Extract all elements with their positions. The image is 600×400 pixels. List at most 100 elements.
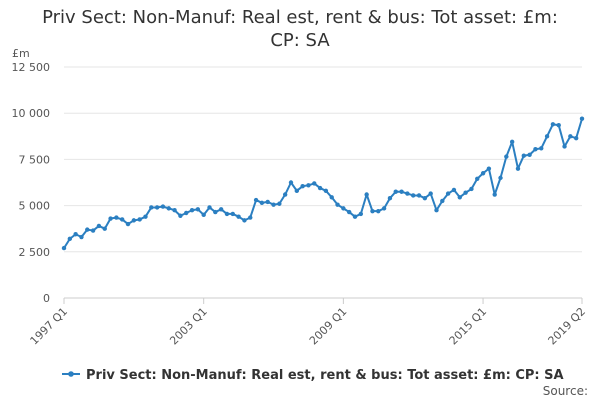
- x-tick-label: 2003 Q1: [167, 305, 210, 348]
- data-point: [108, 216, 113, 221]
- data-point: [475, 176, 480, 181]
- legend: Priv Sect: Non-Manuf: Real est, rent & b…: [62, 368, 564, 383]
- data-point: [178, 213, 183, 218]
- data-point: [102, 226, 107, 231]
- data-point: [154, 205, 160, 210]
- data-point: [346, 209, 352, 215]
- data-point: [469, 186, 474, 192]
- y-tick-label: 5 000: [19, 200, 51, 213]
- data-point: [207, 205, 212, 210]
- data-point: [376, 208, 381, 214]
- data-point: [533, 147, 538, 152]
- data-point: [143, 214, 148, 219]
- data-point: [393, 189, 398, 194]
- data-point: [61, 245, 67, 251]
- data-point: [358, 211, 364, 217]
- data-point: [422, 196, 428, 201]
- data-point: [556, 123, 561, 128]
- data-point: [323, 188, 329, 194]
- data-point: [90, 228, 96, 233]
- data-point: [218, 207, 224, 212]
- data-point: [341, 206, 346, 211]
- data-point: [125, 221, 131, 227]
- y-tick-label: 7 500: [19, 153, 51, 166]
- data-point: [149, 205, 154, 210]
- gridlines: [64, 66, 582, 253]
- data-point: [265, 199, 270, 205]
- data-point: [236, 214, 241, 219]
- data-point: [317, 185, 323, 191]
- data-point: [509, 139, 515, 145]
- data-point: [428, 191, 433, 196]
- data-point: [306, 183, 311, 188]
- data-point: [300, 184, 305, 189]
- data-point: [451, 187, 457, 193]
- data-point: [539, 146, 544, 151]
- data-point: [288, 180, 294, 185]
- data-point: [242, 218, 247, 223]
- y-tick-label: 10 000: [12, 107, 51, 120]
- data-point: [312, 181, 317, 186]
- data-point: [114, 215, 119, 220]
- data-point: [224, 211, 230, 217]
- legend-marker-swatch: [68, 371, 74, 377]
- data-point: [271, 202, 276, 207]
- data-point: [335, 202, 340, 207]
- data-point: [277, 201, 282, 206]
- data-point: [352, 214, 358, 219]
- data-point: [213, 209, 218, 215]
- data-point: [434, 208, 439, 213]
- data-point: [579, 116, 585, 121]
- data-point: [184, 210, 189, 216]
- data-point: [440, 198, 445, 204]
- data-point: [329, 195, 334, 200]
- data-point: [137, 217, 142, 222]
- data-point: [160, 204, 166, 209]
- y-tick-label: 12 500: [12, 61, 51, 74]
- data-point: [381, 206, 387, 211]
- x-tick-label: 2015 Q1: [447, 305, 490, 348]
- data-point: [562, 144, 567, 149]
- chart-title-line-1: Priv Sect: Non-Manuf: Real est, rent & b…: [42, 7, 558, 28]
- data-point: [515, 166, 521, 171]
- data-point: [79, 234, 84, 240]
- data-point: [521, 153, 526, 158]
- data-point: [172, 208, 177, 213]
- data-point: [527, 152, 532, 157]
- legend-label: Priv Sect: Non-Manuf: Real est, rent & b…: [86, 368, 564, 383]
- data-point: [463, 190, 468, 195]
- data-point: [568, 134, 573, 139]
- data-point: [248, 215, 253, 220]
- data-point: [445, 191, 451, 196]
- data-point: [120, 217, 125, 222]
- data-point: [405, 191, 410, 196]
- x-axis-ticks: 1997 Q1 2003 Q1 2009 Q1 2015 Q1 2019 Q2: [28, 298, 588, 348]
- data-point: [411, 193, 416, 198]
- chart-title-line-2: CP: SA: [270, 30, 330, 51]
- series-layer: [61, 116, 585, 251]
- y-tick-label: 2 500: [19, 246, 51, 259]
- data-point: [131, 218, 137, 223]
- data-point: [387, 196, 393, 201]
- data-point: [96, 223, 102, 229]
- data-point: [364, 192, 369, 197]
- data-point: [504, 154, 509, 159]
- x-tick-label: 1997 Q1: [28, 305, 71, 348]
- data-point: [85, 227, 90, 232]
- source-label: Source:: [543, 384, 588, 398]
- data-point: [480, 171, 486, 176]
- data-point: [486, 166, 492, 171]
- x-tick-label: 2009 Q1: [307, 305, 350, 348]
- data-point: [166, 206, 171, 211]
- data-point: [550, 122, 556, 127]
- data-point: [73, 232, 78, 237]
- data-point: [399, 189, 404, 194]
- data-point: [416, 193, 422, 198]
- data-point: [573, 135, 579, 141]
- data-point: [294, 188, 300, 194]
- data-point: [282, 192, 288, 197]
- data-point: [230, 211, 235, 217]
- data-point: [195, 207, 201, 212]
- data-point: [492, 192, 497, 197]
- data-point: [67, 236, 73, 242]
